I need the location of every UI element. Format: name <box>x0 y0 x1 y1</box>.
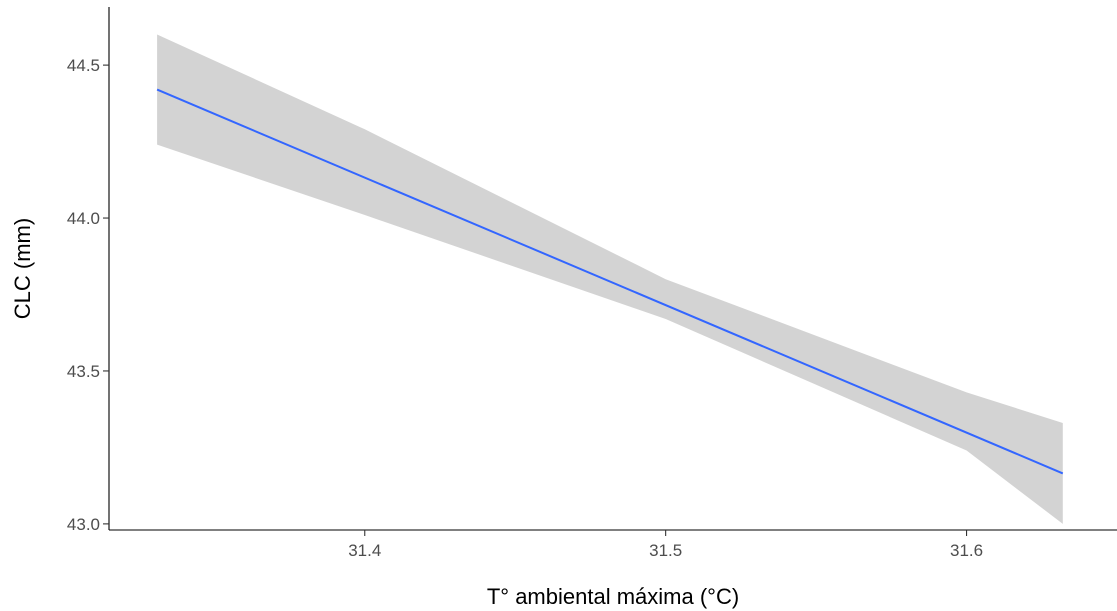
y-tick-label: 44.0 <box>67 209 100 228</box>
regression-line-layer <box>156 88 1064 475</box>
y-axis-ticks: 43.0 43.5 44.0 44.5 <box>67 56 109 534</box>
y-axis-title: CLC (mm) <box>10 218 35 319</box>
x-tick-label: 31.4 <box>348 541 381 560</box>
regression-line <box>156 88 1064 475</box>
y-tick-label: 43.0 <box>67 515 100 534</box>
x-axis-title: T° ambiental máxima (°C) <box>487 584 739 609</box>
confidence-band <box>157 34 1063 524</box>
x-tick-label: 31.6 <box>950 541 983 560</box>
x-axis-ticks: 31.4 31.5 31.6 <box>348 530 983 560</box>
y-tick-label: 44.5 <box>67 56 100 75</box>
confidence-band-layer <box>157 34 1063 524</box>
y-tick-label: 43.5 <box>67 362 100 381</box>
x-tick-label: 31.5 <box>649 541 682 560</box>
